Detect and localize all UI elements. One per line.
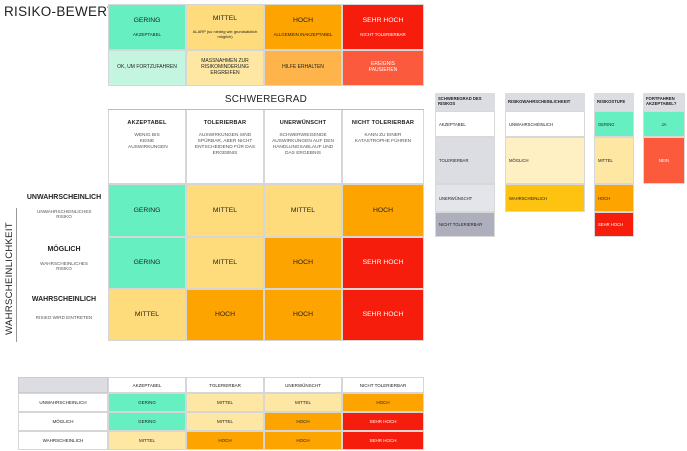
column-header-akzeptabel: AKZEPTABEL WENIG BIS KEINE AUSWIRKUNGEN bbox=[108, 110, 186, 184]
row-label-unwahrscheinlich: UNWAHRSCHEINLICH UNWAHRSCHEINLICHES RISI… bbox=[26, 194, 102, 219]
row-label-wahrscheinlich: WAHRSCHEINLICH RISIKO WIRD EINTRETEN bbox=[31, 296, 97, 320]
legend-level-hoch: HOCH ALLGEMEIN INAKZEPTABEL bbox=[264, 4, 342, 50]
table-cell: MITTEL bbox=[108, 431, 186, 450]
table-row-label: WAHRSCHEINLICH bbox=[18, 431, 108, 450]
table-row-label: UNWAHRSCHEINLICH bbox=[18, 393, 108, 412]
legend-level-gering: GERING AKZEPTABEL bbox=[108, 4, 186, 50]
table-cell: SEHR HOCH bbox=[342, 431, 424, 450]
matrix-cell: GERING bbox=[108, 237, 186, 289]
table-cell: HOCH bbox=[264, 431, 342, 450]
likelihood-axis-line bbox=[16, 208, 17, 342]
key-level-item: HOCH bbox=[594, 184, 634, 212]
legend-level-mittel: MITTEL ALARP (so niedrig wie grundsätzli… bbox=[186, 4, 264, 50]
column-header-nicht-tolerierbar: NICHT TOLERIERBAR KANN ZU EINER KATASTRO… bbox=[342, 110, 424, 184]
legend-level-sehr-hoch: SEHR HOCH NICHT TOLERIERBAR bbox=[342, 4, 424, 50]
key-severity-header: SCHWEREGRAD DES RISIKOS bbox=[435, 93, 495, 111]
key-proceed-header: FORTFAHREN AKZEPTABEL? bbox=[643, 93, 685, 111]
key-proceed-item: JA bbox=[643, 111, 685, 137]
key-severity-item: AKZEPTABEL bbox=[435, 111, 495, 137]
key-likelihood-item: MÖGLICH bbox=[505, 137, 585, 184]
table-corner bbox=[18, 377, 108, 393]
table-cell: MITTEL bbox=[264, 393, 342, 412]
matrix-cell: MITTEL bbox=[186, 184, 264, 237]
column-header-tolerierbar: TOLERIERBAR AUSWIRKUNGEN SIND SPÜRBAR, A… bbox=[186, 110, 264, 184]
row-label-moeglich: MÖGLICH WAHRSCHEINLICHES RISIKO bbox=[40, 246, 88, 271]
key-proceed-item: NEIN bbox=[643, 137, 685, 184]
matrix-cell: HOCH bbox=[264, 289, 342, 341]
table-cell: GERING bbox=[108, 393, 186, 412]
legend-action-sehr-hoch: EREIGNIS PAUSIEREN bbox=[342, 50, 424, 86]
table-cell: GERING bbox=[108, 412, 186, 431]
matrix-cell: MITTEL bbox=[186, 237, 264, 289]
matrix-cell: GERING bbox=[108, 184, 186, 237]
key-level-header: RISIKOSTUFE bbox=[594, 93, 634, 111]
matrix-cell: HOCH bbox=[264, 237, 342, 289]
matrix-cell: MITTEL bbox=[264, 184, 342, 237]
table-cell: HOCH bbox=[186, 431, 264, 450]
key-level-item: SEHR HOCH bbox=[594, 212, 634, 237]
likelihood-title: WAHRSCHEINLICHKEIT bbox=[3, 221, 15, 335]
table-header: NICHT TOLERIERBAR bbox=[342, 377, 424, 393]
table-header: TOLERIERBAR bbox=[186, 377, 264, 393]
table-cell: HOCH bbox=[264, 412, 342, 431]
table-header: UNERWÜNSCHT bbox=[264, 377, 342, 393]
table-row-label: MÖGLICH bbox=[18, 412, 108, 431]
key-level-item: MITTEL bbox=[594, 137, 634, 184]
table-cell: MITTEL bbox=[186, 393, 264, 412]
column-header-unerwuenscht: UNERWÜNSCHT SCHWERWIEGENDE AUSWIRKUNGEN … bbox=[264, 110, 342, 184]
key-likelihood-header: RISIKOWAHRSCHEINLICHKEIT bbox=[505, 93, 585, 111]
table-cell: MITTEL bbox=[186, 412, 264, 431]
table-header: AKZEPTABEL bbox=[108, 377, 186, 393]
key-severity-item: UNERWÜNSCHT bbox=[435, 184, 495, 212]
matrix-cell: SEHR HOCH bbox=[342, 237, 424, 289]
legend-action-mittel: MASSNAHMEN ZUR RISIKOMINDERUNG ERGREIFEN bbox=[186, 50, 264, 86]
matrix-cell: HOCH bbox=[342, 184, 424, 237]
legend-action-gering: OK, UM FORTZUFAHREN bbox=[108, 50, 186, 86]
matrix-cell: SEHR HOCH bbox=[342, 289, 424, 341]
key-likelihood-item: WAHRSCHEINLICH bbox=[505, 184, 585, 212]
matrix-cell: HOCH bbox=[186, 289, 264, 341]
key-likelihood-item: UNWAHRSCHEINLICH bbox=[505, 111, 585, 137]
key-severity-item: NICHT TOLERIERBAR bbox=[435, 212, 495, 237]
table-cell: SEHR HOCH bbox=[342, 412, 424, 431]
key-level-item: GERING bbox=[594, 111, 634, 137]
key-severity-item: TOLERIERBAR bbox=[435, 137, 495, 184]
severity-title: SCHWEREGRAD bbox=[108, 94, 424, 110]
table-cell: HOCH bbox=[342, 393, 424, 412]
matrix-cell: MITTEL bbox=[108, 289, 186, 341]
legend-action-hoch: HILFE ERHALTEN bbox=[264, 50, 342, 86]
